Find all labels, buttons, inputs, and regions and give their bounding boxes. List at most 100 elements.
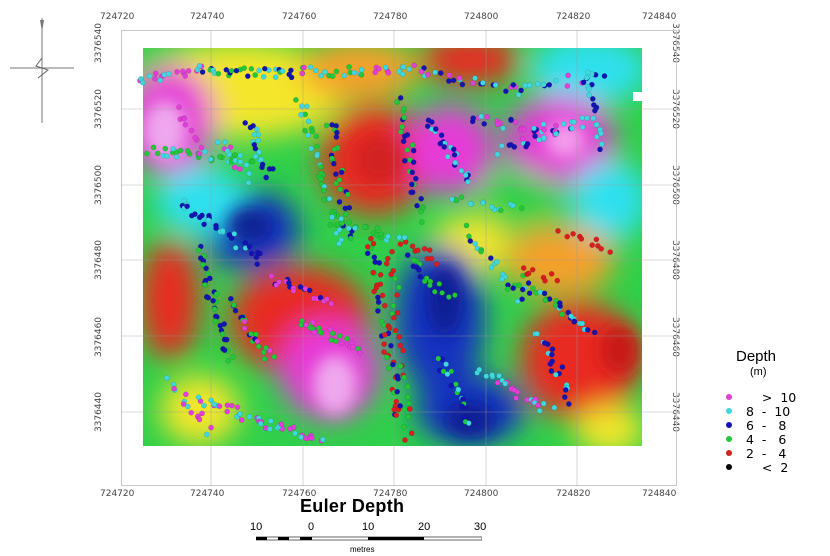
euler-point xyxy=(484,114,490,120)
euler-point xyxy=(432,126,439,132)
legend-swatch xyxy=(726,408,732,414)
euler-point xyxy=(208,424,214,431)
euler-point xyxy=(196,150,202,157)
euler-point xyxy=(305,118,312,125)
euler-point xyxy=(408,181,415,188)
euler-point xyxy=(309,319,316,326)
euler-point xyxy=(241,325,248,332)
euler-point xyxy=(584,326,591,333)
euler-point xyxy=(308,145,314,152)
euler-point xyxy=(451,151,458,158)
euler-point xyxy=(503,88,509,94)
euler-point xyxy=(559,364,566,370)
euler-point xyxy=(182,73,188,79)
euler-point xyxy=(238,417,245,423)
euler-point xyxy=(252,145,259,152)
euler-point xyxy=(394,310,401,316)
euler-point xyxy=(534,330,540,337)
euler-point xyxy=(358,72,365,78)
euler-point xyxy=(452,292,458,298)
euler-point xyxy=(371,254,378,261)
euler-point xyxy=(184,203,190,210)
euler-point xyxy=(344,191,351,198)
euler-point xyxy=(347,235,354,242)
legend-title: Depth xyxy=(736,348,777,365)
euler-point xyxy=(410,147,417,154)
euler-point xyxy=(554,277,561,284)
euler-point xyxy=(553,122,559,129)
euler-point xyxy=(519,286,526,293)
euler-point xyxy=(549,351,555,358)
euler-point xyxy=(255,137,262,144)
euler-point xyxy=(333,338,339,344)
euler-point xyxy=(414,247,421,254)
euler-point xyxy=(400,138,407,145)
euler-point xyxy=(480,199,486,206)
euler-solution-points xyxy=(137,62,614,444)
euler-point xyxy=(397,241,404,247)
euler-point xyxy=(328,337,335,344)
euler-point xyxy=(438,132,445,138)
euler-point xyxy=(174,69,180,75)
map-title: Euler Depth xyxy=(300,496,405,516)
euler-point xyxy=(257,250,263,257)
euler-point xyxy=(252,72,258,78)
euler-point xyxy=(241,318,248,325)
euler-point xyxy=(498,276,505,282)
scale-bar xyxy=(256,536,482,541)
euler-point xyxy=(252,153,259,160)
legend-range: 2 - 4 xyxy=(746,446,787,461)
euler-point xyxy=(254,261,261,267)
euler-point xyxy=(407,406,413,412)
euler-point xyxy=(246,413,253,420)
euler-point xyxy=(489,372,495,378)
euler-point xyxy=(592,107,598,114)
euler-point xyxy=(157,77,163,84)
euler-point xyxy=(242,240,249,246)
euler-point xyxy=(185,68,192,74)
x-tick-top: 724840 xyxy=(642,12,677,22)
euler-point xyxy=(418,208,424,215)
euler-point xyxy=(494,121,501,128)
euler-point xyxy=(435,355,442,362)
euler-point xyxy=(529,266,536,273)
euler-point xyxy=(179,68,186,74)
euler-point xyxy=(470,80,476,86)
euler-point xyxy=(227,295,234,302)
magnetic-anomaly-raster xyxy=(143,48,642,446)
euler-point xyxy=(263,345,269,351)
euler-point xyxy=(541,126,547,133)
euler-point xyxy=(257,420,264,427)
euler-point xyxy=(431,288,438,295)
euler-point xyxy=(196,214,203,221)
euler-point xyxy=(234,404,241,411)
x-tick-bottom: 724720 xyxy=(100,489,135,499)
euler-point xyxy=(222,139,228,145)
euler-point xyxy=(399,124,405,130)
euler-point xyxy=(427,282,433,289)
euler-point xyxy=(598,141,605,147)
euler-point xyxy=(519,296,525,303)
euler-point xyxy=(229,402,235,409)
euler-point xyxy=(541,340,548,346)
euler-point xyxy=(339,220,345,227)
euler-point xyxy=(499,377,506,384)
euler-point xyxy=(395,375,401,382)
euler-point xyxy=(585,69,591,76)
euler-point xyxy=(549,346,556,352)
euler-point xyxy=(270,165,276,172)
euler-point xyxy=(373,284,380,291)
euler-point xyxy=(571,119,577,125)
euler-point xyxy=(607,249,614,255)
euler-point xyxy=(244,73,251,79)
euler-point xyxy=(327,222,334,228)
euler-point xyxy=(578,236,585,242)
euler-point xyxy=(246,243,253,250)
euler-point xyxy=(412,175,419,182)
euler-point xyxy=(590,115,597,122)
euler-point xyxy=(376,66,382,72)
euler-point xyxy=(548,270,555,277)
euler-point xyxy=(298,434,304,440)
euler-point xyxy=(458,194,465,200)
